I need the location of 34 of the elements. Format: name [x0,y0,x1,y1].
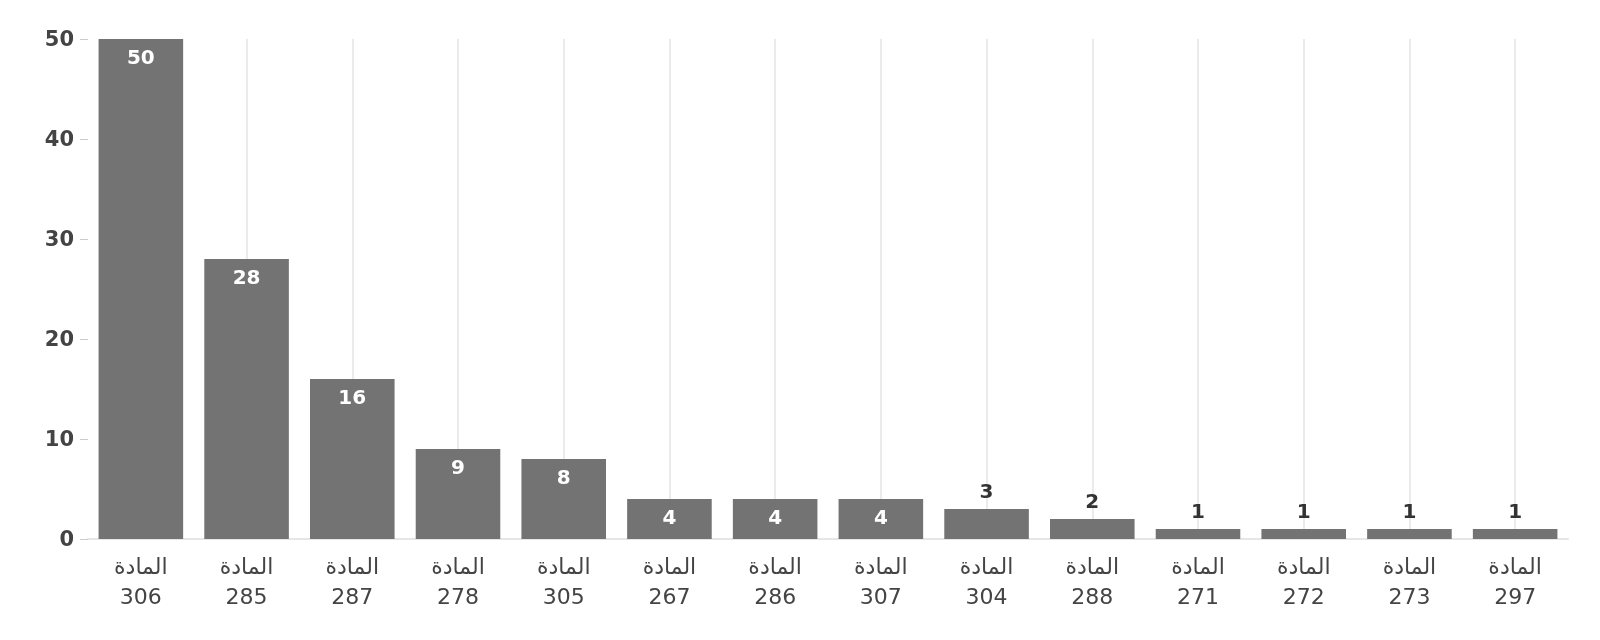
data-label: 4 [662,505,677,529]
bar [627,499,712,539]
y-tick-label: 10 [44,427,74,451]
bar [838,499,924,539]
data-label: 50 [126,45,155,69]
bar [1050,519,1135,539]
data-label: 1 [1296,499,1311,523]
data-label: 3 [979,479,994,503]
bar [1472,529,1558,539]
bar [1261,529,1346,539]
data-label: 8 [556,465,571,489]
bar [98,39,184,539]
data-label: 1 [1508,499,1523,523]
data-label: 28 [232,265,261,289]
data-label: 9 [451,455,465,479]
bar [310,379,395,539]
bar [1155,529,1241,539]
y-tick-label: 20 [44,327,74,351]
y-tick-label: 50 [44,27,74,51]
y-tick-label: 30 [44,227,74,251]
bar [415,449,501,539]
bar [521,459,606,539]
data-label: 2 [1085,489,1100,513]
y-tick-label: 40 [44,127,74,151]
bar [204,259,289,539]
y-tick-label: 0 [59,527,74,551]
bar [1367,529,1452,539]
bar [732,499,818,539]
data-label: 1 [1402,499,1417,523]
data-label: 4 [768,505,783,529]
data-label: 16 [338,385,367,409]
data-label: 4 [873,505,888,529]
bar [944,509,1029,539]
data-label: 1 [1191,499,1205,523]
